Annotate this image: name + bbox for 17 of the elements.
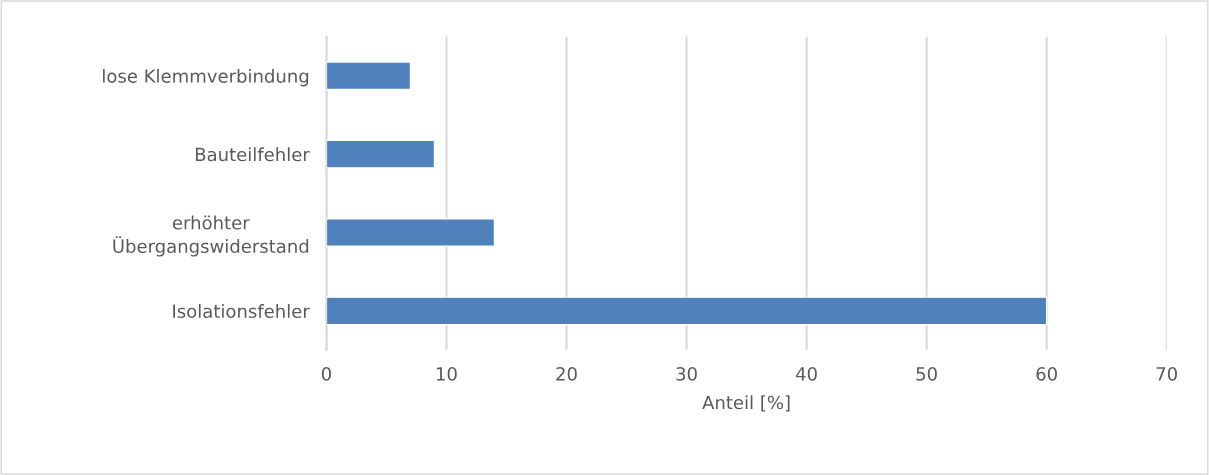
x-tick-label: 50 (916, 367, 937, 381)
y-tick-label: erhöhter Übergangswiderstand (113, 215, 309, 257)
x-tick-label: 10 (436, 367, 457, 381)
y-tick-label: Bauteilfehler (195, 147, 310, 162)
x-tick-label: 0 (321, 367, 331, 381)
x-tick-label: 60 (1036, 367, 1057, 381)
bar (326, 61, 412, 91)
x-tick-label: 20 (556, 367, 577, 381)
x-axis-title: Anteil [%] (702, 395, 790, 412)
x-tick-label: 70 (1156, 367, 1177, 381)
bar (326, 139, 436, 169)
bar (326, 296, 1048, 326)
x-tick-label: 30 (676, 367, 697, 381)
y-tick-label: Isolationsfehler (173, 304, 310, 318)
bar (326, 218, 496, 247)
y-tick-label: lose Klemmverbindung (103, 68, 309, 87)
x-tick-label: 40 (795, 367, 817, 381)
